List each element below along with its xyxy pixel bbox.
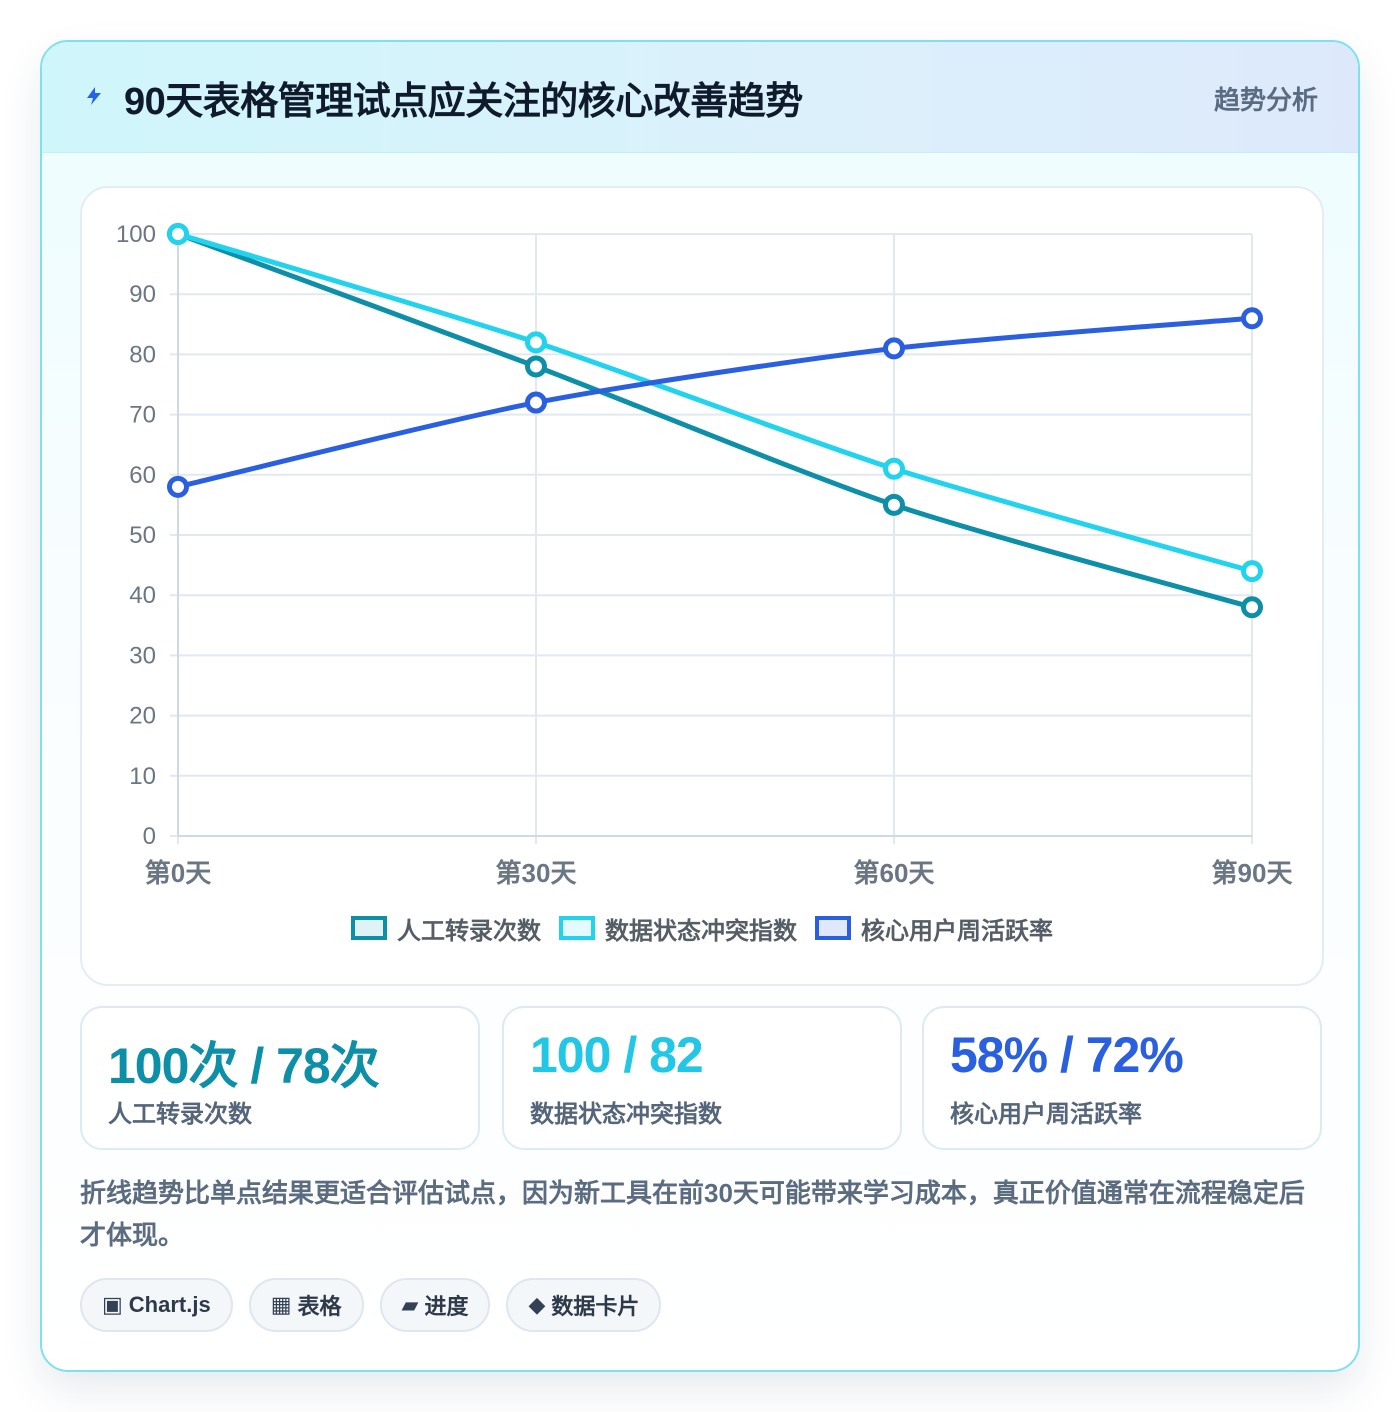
progress-icon: ▰ <box>401 1292 419 1317</box>
bolt-icon <box>87 87 101 105</box>
y-tick-label: 10 <box>129 763 156 790</box>
legend-label: 核心用户周活跃率 <box>861 917 1053 945</box>
page-title: 90天表格管理试点应关注的核心改善趋势 <box>124 81 803 123</box>
tag-label: 表格 <box>297 1294 342 1319</box>
data-point-active-rate <box>167 475 189 498</box>
y-tick-label: 80 <box>129 341 156 368</box>
legend-item-transcription[interactable]: 人工转录次数 <box>351 911 541 946</box>
x-tick-label: 第90天 <box>1212 858 1293 888</box>
data-point-active-rate <box>883 337 905 360</box>
stat-value: 100 / 82 <box>530 1027 704 1083</box>
data-point-conflict <box>167 223 189 245</box>
legend-item-conflict[interactable]: 数据状态冲突指数 <box>559 911 797 946</box>
card-header: 90天表格管理试点应关注的核心改善趋势 趋势分析 <box>42 42 1358 153</box>
y-tick-label: 30 <box>129 642 156 669</box>
stat-label: 数据状态冲突指数 <box>530 1101 722 1128</box>
legend-swatch <box>351 916 387 940</box>
stat-card-active-rate: 58% / 72% 核心用户周活跃率 <box>922 1006 1322 1150</box>
legend-swatch <box>559 916 595 940</box>
stat-label: 核心用户周活跃率 <box>950 1101 1142 1128</box>
y-tick-label: 50 <box>129 522 156 549</box>
trend-card: 90天表格管理试点应关注的核心改善趋势 趋势分析 0 10 20 30 40 50 60 70… <box>40 40 1360 1372</box>
tag-table[interactable]: ▦ 表格 <box>248 1278 364 1332</box>
y-tick-label: 100 <box>116 221 156 248</box>
tag-label: Chart.js <box>128 1292 211 1317</box>
data-point-active-rate <box>525 391 547 414</box>
description-text: 折线趋势比单点结果更适合评估试点，因为新工具在前30天可能带来学习成本，真正价值… <box>80 1178 1305 1250</box>
data-point-conflict <box>883 457 905 480</box>
tag-chartjs[interactable]: ▣ Chart.js <box>80 1278 233 1332</box>
legend-item-active-rate[interactable]: 核心用户周活跃率 <box>815 911 1053 946</box>
legend-label: 数据状态冲突指数 <box>605 917 797 945</box>
data-point-transcription <box>525 355 547 378</box>
table-icon: ▦ <box>270 1292 292 1317</box>
stat-card-transcription: 100次 / 78次 人工转录次数 <box>80 1006 480 1150</box>
tag-data-card[interactable]: ◆ 数据卡片 <box>506 1278 662 1332</box>
y-tick-label: 60 <box>129 462 156 489</box>
data-point-transcription <box>1241 596 1263 619</box>
legend-swatch <box>815 916 851 940</box>
tag-label: 进度 <box>424 1294 469 1319</box>
series-line-conflict <box>175 231 1255 574</box>
stat-card-conflict: 100 / 82 数据状态冲突指数 <box>502 1006 902 1150</box>
y-tick-label: 20 <box>129 703 156 730</box>
line-chart: 0 10 20 30 40 50 60 70 80 90 100 第0天 第30天 第60天 第90天 <box>116 221 1293 888</box>
series-line-transcription <box>175 231 1255 610</box>
y-tick-label: 70 <box>129 402 156 429</box>
x-tick-label: 第30天 <box>496 858 577 888</box>
stat-label: 人工转录次数 <box>108 1101 252 1128</box>
data-point-conflict <box>525 331 547 354</box>
data-point-transcription <box>883 493 905 516</box>
x-tick-label: 第0天 <box>145 858 211 888</box>
y-tick-label: 40 <box>129 582 156 609</box>
stat-value: 58% / 72% <box>950 1027 1184 1083</box>
series-line-active-rate <box>175 315 1255 490</box>
diamond-icon: ◆ <box>528 1292 546 1317</box>
tag-list: ▣ Chart.js ▦ 表格 ▰ 进度 ◆ 数据卡片 <box>80 1278 662 1332</box>
stat-value: 100次 / 78次 <box>108 1038 380 1094</box>
y-tick-label: 0 <box>143 823 156 850</box>
data-point-active-rate <box>1241 307 1263 330</box>
x-tick-label: 第60天 <box>854 858 935 888</box>
legend-label: 人工转录次数 <box>397 917 541 945</box>
chart-icon: ▣ <box>102 1292 123 1317</box>
tag-progress[interactable]: ▰ 进度 <box>379 1278 491 1332</box>
trend-badge: 趋势分析 <box>1213 85 1318 115</box>
tag-label: 数据卡片 <box>551 1294 640 1319</box>
y-tick-label: 90 <box>129 281 156 308</box>
chart-legend: 人工转录次数 数据状态冲突指数 核心用户周活跃率 <box>82 910 1322 946</box>
data-point-conflict <box>1241 560 1263 583</box>
chart-panel: 0 10 20 30 40 50 60 70 80 90 100 第0天 第30天 第60天 第90天 人工… <box>80 186 1324 986</box>
